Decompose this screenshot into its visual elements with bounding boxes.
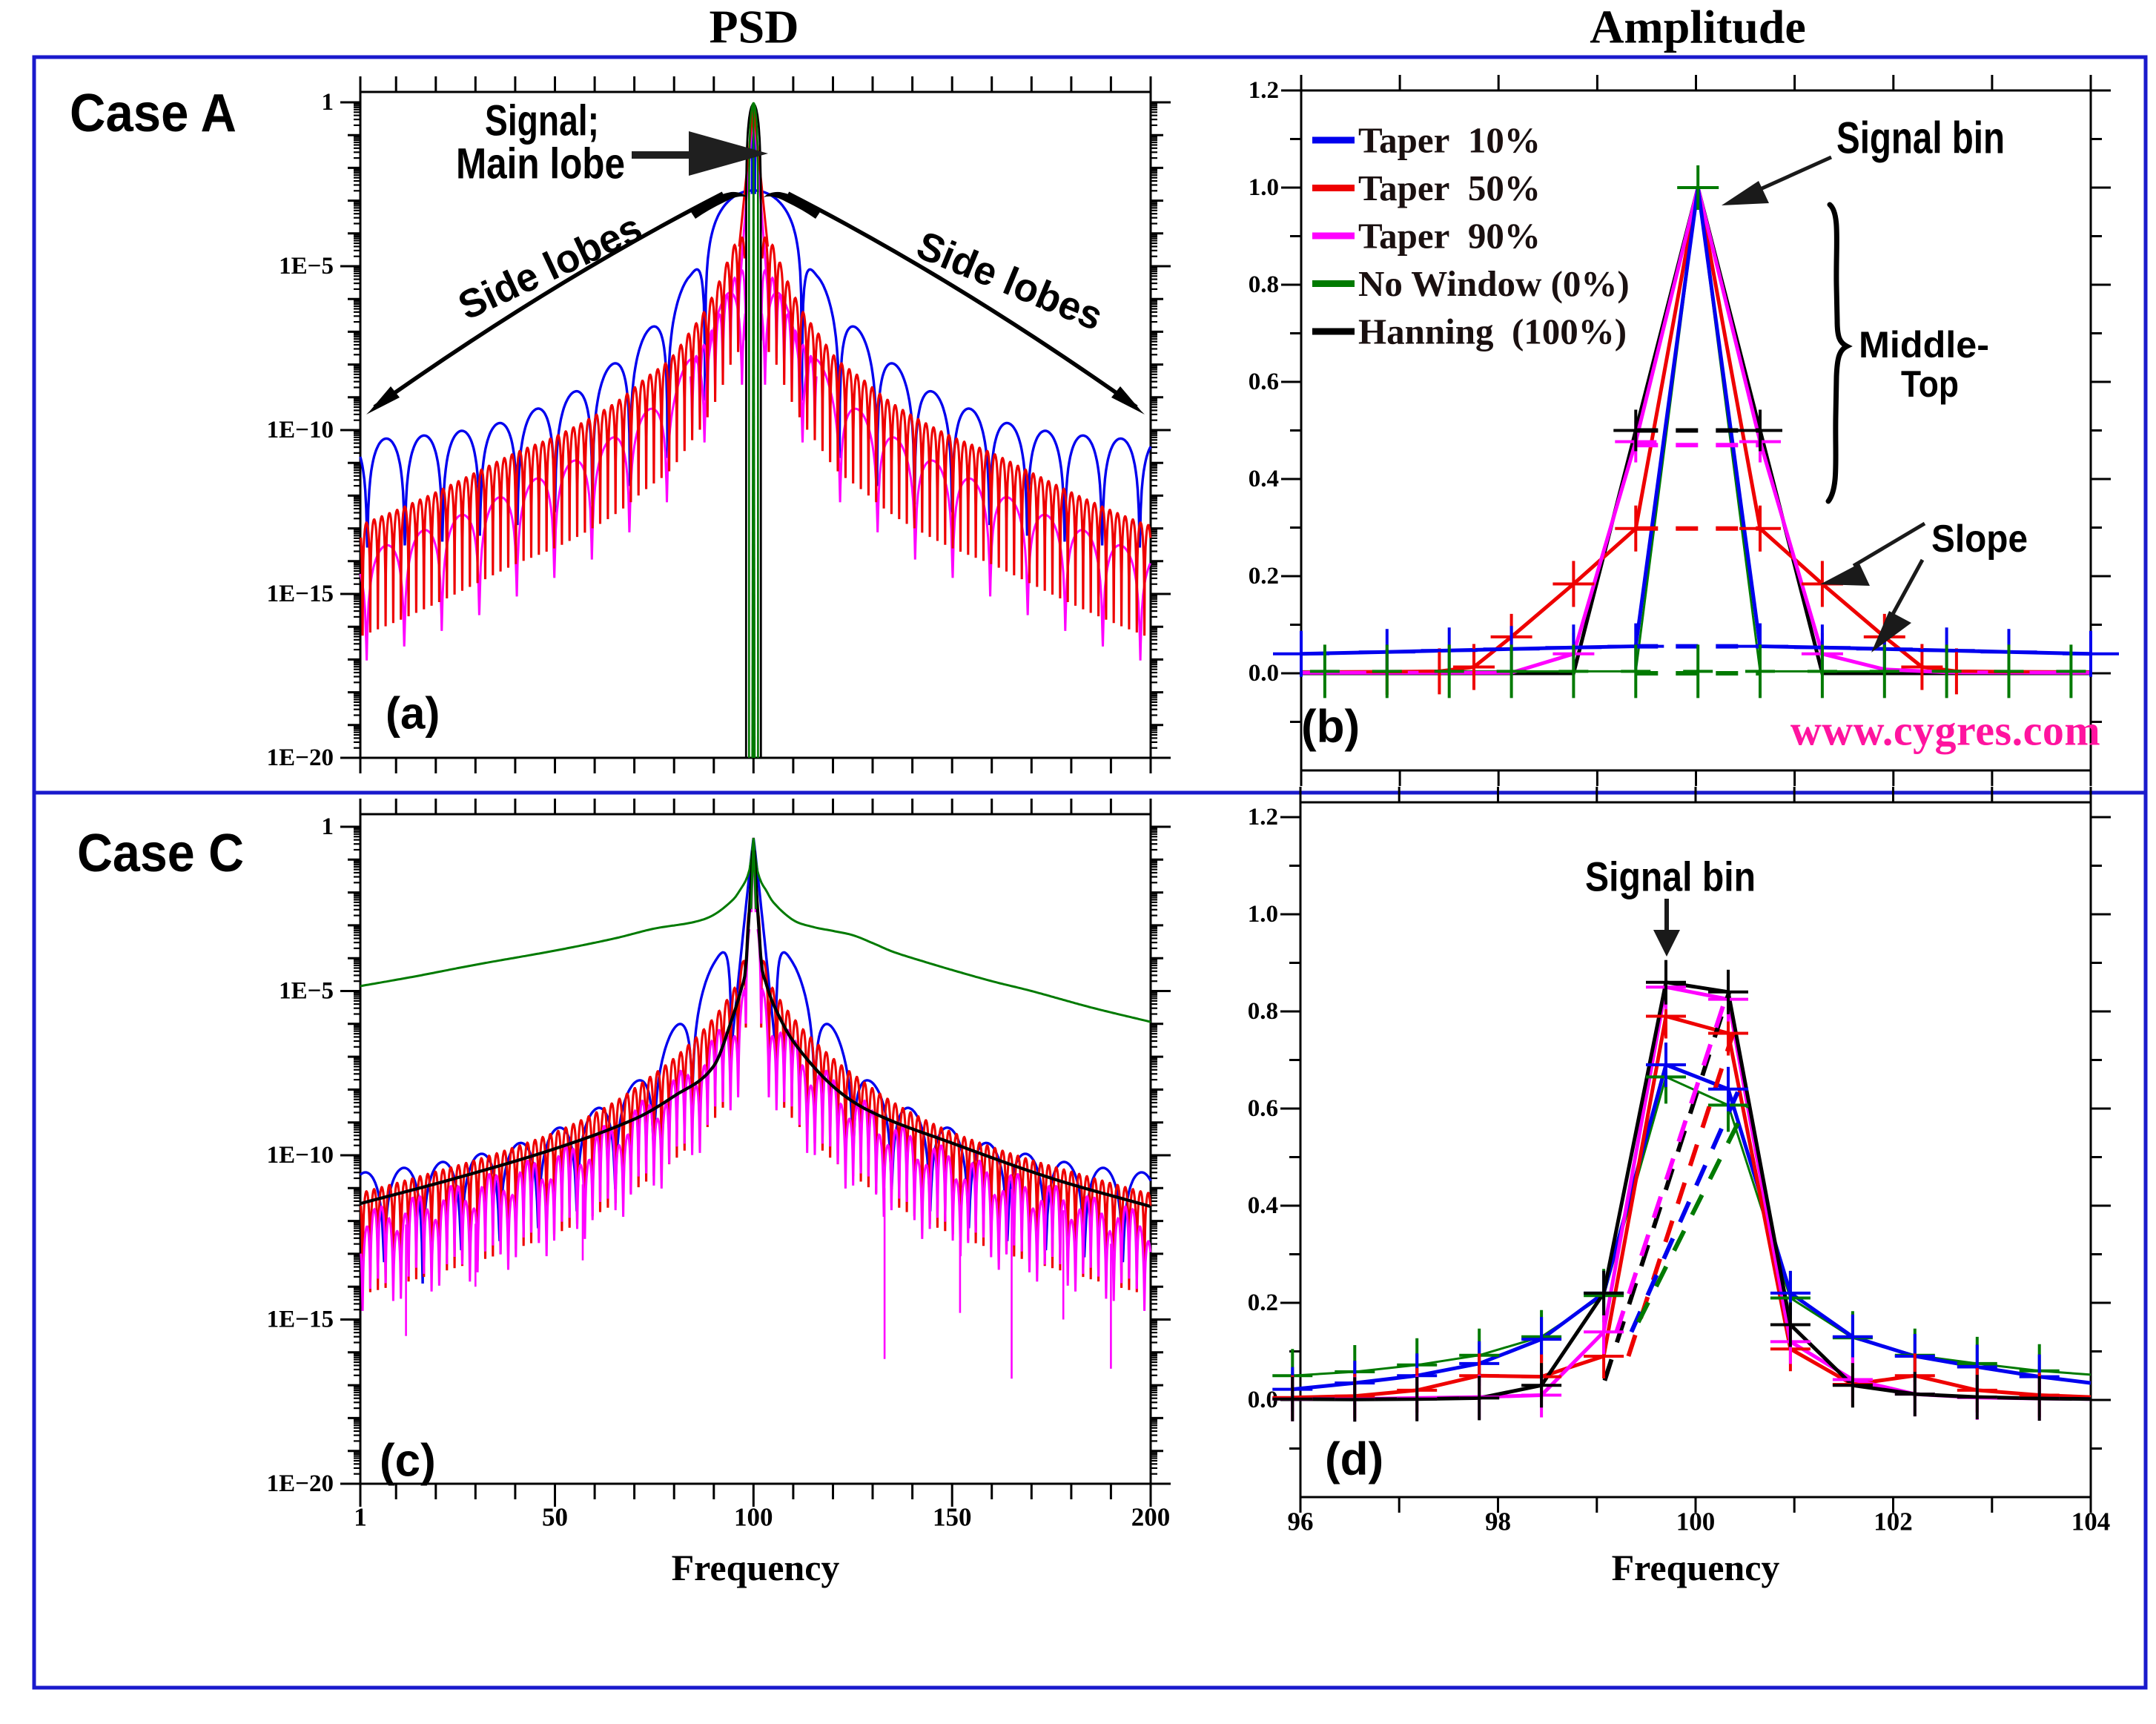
svg-text:0.4: 0.4	[1248, 1192, 1278, 1219]
svg-text:150: 150	[933, 1503, 972, 1532]
svg-text:1: 1	[322, 813, 334, 840]
svg-text:1E−10: 1E−10	[267, 417, 334, 443]
svg-text:Taper 50%: Taper 50%	[1358, 168, 1541, 208]
svg-text:Hanning (100%): Hanning (100%)	[1358, 311, 1627, 352]
svg-text:1.2: 1.2	[1248, 804, 1278, 830]
svg-text:1E−5: 1E−5	[279, 978, 334, 1005]
svg-text:Case A: Case A	[70, 84, 237, 143]
svg-text:104: 104	[2071, 1507, 2111, 1536]
svg-text:1: 1	[322, 89, 334, 116]
svg-text:0.8: 0.8	[1248, 998, 1278, 1025]
svg-text:www.cygres.com: www.cygres.com	[1790, 707, 2100, 755]
svg-text:1E−20: 1E−20	[267, 1470, 334, 1497]
svg-text:1E−10: 1E−10	[267, 1142, 334, 1169]
svg-text:(c): (c)	[380, 1436, 436, 1487]
svg-text:1E−15: 1E−15	[267, 1307, 334, 1333]
svg-text:100: 100	[734, 1503, 773, 1532]
svg-text:0.4: 0.4	[1249, 466, 1279, 492]
svg-text:Taper 90%: Taper 90%	[1358, 216, 1541, 257]
svg-text:1E−20: 1E−20	[267, 744, 334, 771]
svg-text:0.6: 0.6	[1249, 369, 1279, 395]
svg-text:Top: Top	[1901, 363, 1959, 405]
svg-text:Taper 10%: Taper 10%	[1358, 120, 1541, 161]
svg-text:Signal bin: Signal bin	[1836, 113, 2005, 163]
svg-text:Amplitude: Amplitude	[1590, 1, 1806, 53]
svg-text:1.0: 1.0	[1248, 901, 1278, 928]
svg-text:Frequency: Frequency	[672, 1547, 840, 1588]
svg-text:1.2: 1.2	[1249, 77, 1279, 104]
svg-text:96: 96	[1288, 1507, 1314, 1536]
svg-text:Middle-: Middle-	[1859, 324, 1989, 366]
svg-text:0.8: 0.8	[1249, 271, 1279, 298]
svg-text:0.0: 0.0	[1249, 660, 1279, 687]
svg-text:1: 1	[354, 1503, 367, 1532]
svg-text:98: 98	[1485, 1507, 1511, 1536]
svg-text:Slope: Slope	[1931, 518, 2028, 561]
svg-text:1E−5: 1E−5	[279, 253, 334, 280]
svg-text:Signal bin: Signal bin	[1585, 853, 1756, 900]
svg-text:0.2: 0.2	[1249, 563, 1279, 589]
svg-text:Signal;: Signal;	[485, 97, 599, 145]
svg-text:(a): (a)	[386, 689, 440, 739]
svg-text:0.6: 0.6	[1248, 1095, 1278, 1122]
svg-text:(d): (d)	[1325, 1434, 1383, 1485]
svg-text:1E−15: 1E−15	[267, 581, 334, 607]
svg-text:200: 200	[1131, 1503, 1171, 1532]
svg-text:50: 50	[542, 1503, 568, 1532]
svg-text:Main lobe: Main lobe	[456, 140, 625, 188]
svg-text:Case C: Case C	[77, 824, 244, 883]
svg-text:100: 100	[1676, 1507, 1716, 1536]
svg-text:(b): (b)	[1301, 701, 1360, 753]
svg-text:1.0: 1.0	[1249, 174, 1279, 201]
svg-text:102: 102	[1874, 1507, 1913, 1536]
svg-text:Frequency: Frequency	[1612, 1547, 1780, 1588]
svg-text:PSD: PSD	[710, 1, 799, 53]
svg-text:0.2: 0.2	[1248, 1289, 1278, 1316]
svg-text:No Window (0%): No Window (0%)	[1358, 263, 1630, 304]
